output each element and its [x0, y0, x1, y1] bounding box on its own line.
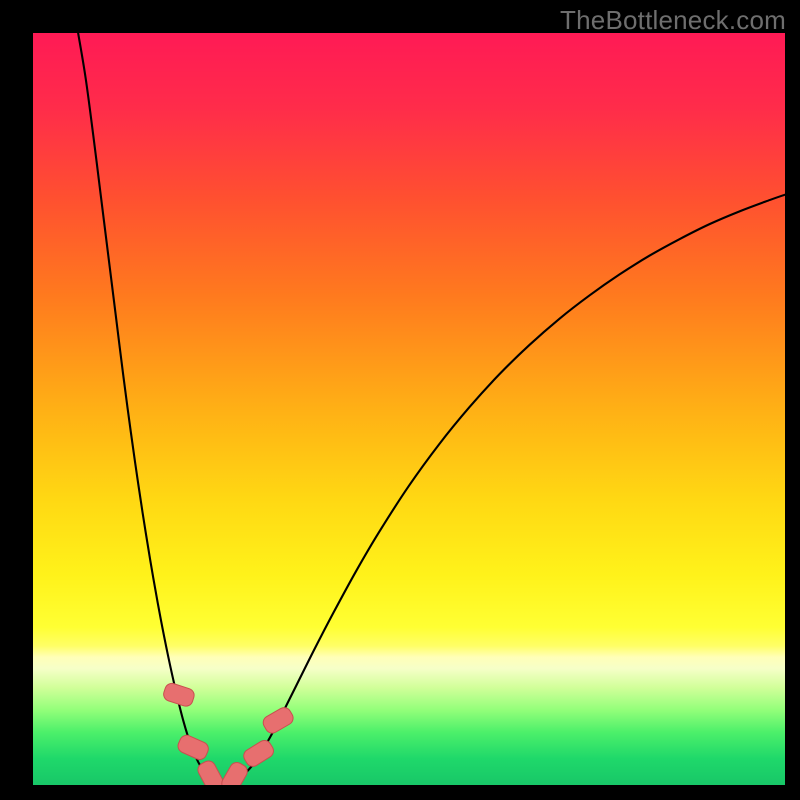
watermark-text: TheBottleneck.com — [560, 5, 786, 36]
plot-area — [33, 33, 785, 785]
plot-svg — [33, 33, 785, 785]
gradient-background — [33, 33, 785, 785]
